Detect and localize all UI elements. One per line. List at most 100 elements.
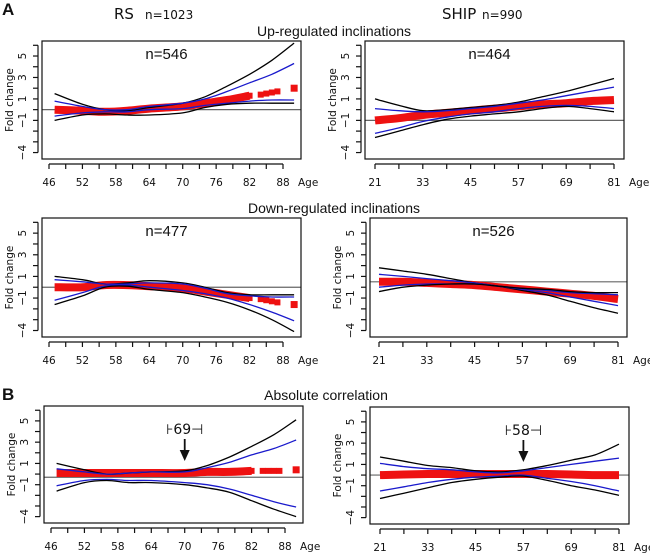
fit-point — [268, 89, 275, 96]
x-tick-label: 21 — [368, 177, 381, 189]
x-tick-label: 52 — [76, 355, 89, 367]
x-tick-label: 76 — [209, 355, 223, 367]
row-title-up: Up-regulated inclinations — [257, 23, 411, 39]
fit-band — [54, 91, 251, 116]
y-axis-label: Fold change — [332, 246, 344, 310]
x-axis-label: Age — [629, 177, 649, 189]
plot-frame — [369, 217, 628, 338]
y-tick-label: −1 — [340, 113, 352, 128]
x-axis-label: Age — [634, 542, 650, 554]
x-tick-label: 81 — [611, 355, 624, 367]
panel-rs-up: 5 3 1 −1 −4 Fold change 46 52 58 64 70 76 82 88 Age n=5… — [4, 40, 318, 189]
fit-point — [257, 296, 264, 303]
x-tick-label: 57 — [517, 542, 530, 554]
x-tick-label: 82 — [243, 355, 256, 367]
x-tick-label: 69 — [564, 355, 577, 367]
x-tick-label: 46 — [42, 177, 56, 189]
x-tick-label: 45 — [468, 355, 481, 367]
y-tick-label: −1 — [19, 477, 31, 492]
fit-band — [374, 96, 615, 125]
x-tick-label: 88 — [276, 177, 289, 189]
ci-line-outer-lower — [54, 102, 295, 122]
arrow-down-icon — [518, 451, 529, 462]
plot-frame — [41, 217, 302, 338]
ci-line-outer-lower — [378, 283, 619, 294]
fit-point — [259, 467, 266, 474]
n-label: n=477 — [145, 223, 187, 240]
y-tick-label: 5 — [345, 230, 357, 237]
cohort-title-rs: RS — [114, 5, 134, 23]
y-axis-label: Fold change — [6, 433, 18, 497]
ci-line-outer-lower — [374, 105, 615, 139]
ci-line-inner-upper — [374, 86, 615, 113]
y-tick-label: 3 — [19, 439, 31, 446]
x-tick-label: 58 — [111, 541, 124, 553]
fit-point — [290, 84, 298, 92]
plot-area — [374, 77, 615, 139]
fit-point — [246, 295, 253, 302]
n-label: n=526 — [472, 223, 514, 240]
y-tick-label: −1 — [17, 290, 29, 305]
fit-point — [274, 299, 281, 306]
ci-line-inner-lower — [54, 99, 295, 117]
y-tick-label: −4 — [17, 145, 29, 161]
ci-line-outer-lower — [56, 479, 297, 518]
y-axis-label: Fold change — [4, 68, 16, 132]
fit-point — [270, 467, 277, 474]
peak-age-annotation: ⊦69⊣ — [166, 422, 203, 438]
ci-line-inner-lower — [54, 284, 295, 322]
plot-area — [54, 42, 298, 122]
x-tick-label: 76 — [211, 541, 225, 553]
y-tick-label: 3 — [345, 440, 357, 447]
y-tick-label: 5 — [17, 230, 29, 237]
x-tick-label: 70 — [176, 355, 189, 367]
peak-age-annotation: ⊦58⊣ — [505, 423, 542, 439]
plot-frame — [41, 40, 302, 160]
y-tick-label: −1 — [345, 478, 357, 493]
fit-point — [263, 297, 270, 304]
x-tick-label: 57 — [516, 355, 529, 367]
x-tick-label: 33 — [421, 542, 434, 554]
y-tick-label: −4 — [19, 509, 31, 525]
x-tick-label: 76 — [209, 177, 223, 189]
y-tick-label: 3 — [17, 251, 29, 258]
x-tick-label: 69 — [560, 177, 573, 189]
y-tick-label: −4 — [17, 322, 29, 338]
y-tick-label: 5 — [19, 418, 31, 425]
y-axis-label: Fold change — [332, 434, 344, 498]
fit-point — [274, 88, 281, 95]
x-tick-label: 64 — [143, 355, 157, 367]
y-tick-label: 1 — [17, 273, 29, 280]
x-axis-label: Age — [300, 541, 320, 553]
y-tick-label: −4 — [345, 510, 357, 526]
x-tick-label: 82 — [245, 541, 258, 553]
y-axis-label: Fold change — [327, 68, 339, 132]
x-axis-label: Age — [633, 355, 650, 367]
plot-area — [56, 419, 300, 518]
x-tick-label: 88 — [278, 541, 291, 553]
x-tick-label: 45 — [464, 177, 477, 189]
plot-frame — [43, 405, 304, 524]
x-tick-label: 33 — [416, 177, 429, 189]
x-tick-label: 81 — [612, 542, 625, 554]
fit-point — [276, 467, 283, 474]
x-tick-label: 88 — [276, 355, 289, 367]
ci-line-inner-upper — [56, 439, 297, 475]
fit-band — [378, 277, 619, 304]
y-tick-label: 3 — [17, 74, 29, 81]
x-tick-label: 64 — [145, 541, 159, 553]
fit-point — [292, 466, 300, 474]
fit-band — [379, 469, 620, 480]
y-tick-label: 3 — [340, 74, 352, 81]
n-label: n=464 — [468, 46, 510, 63]
plot-area — [378, 267, 619, 314]
fit-point — [268, 298, 275, 305]
ci-line-outer-upper — [379, 443, 620, 473]
y-tick-label: 5 — [17, 53, 29, 60]
x-tick-label: 58 — [109, 355, 122, 367]
y-tick-label: 5 — [340, 53, 352, 60]
x-tick-label: 45 — [469, 542, 482, 554]
x-tick-label: 82 — [243, 177, 256, 189]
